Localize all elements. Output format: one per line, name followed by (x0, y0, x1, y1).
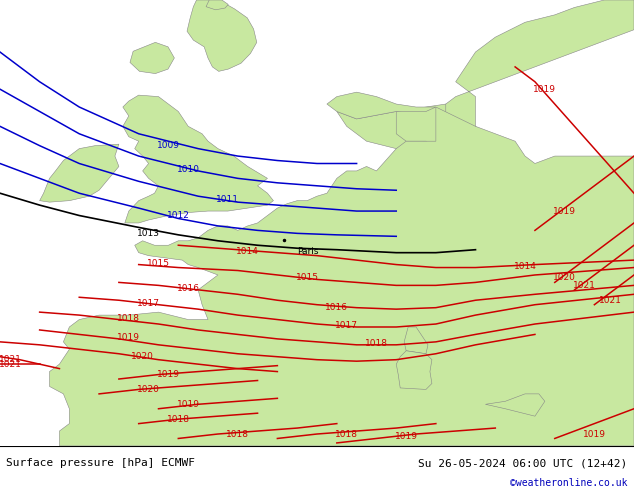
Text: 1019: 1019 (553, 207, 576, 216)
Polygon shape (187, 0, 257, 72)
Text: 1016: 1016 (177, 284, 200, 293)
Text: 1021: 1021 (598, 296, 622, 305)
Text: 1011: 1011 (216, 195, 240, 204)
Polygon shape (327, 92, 436, 119)
Text: 1019: 1019 (117, 333, 140, 342)
Polygon shape (436, 0, 634, 148)
Text: 1020: 1020 (553, 273, 576, 282)
Polygon shape (396, 351, 432, 390)
Text: 1010: 1010 (177, 165, 200, 174)
Text: 1015: 1015 (295, 273, 319, 282)
Text: ©weatheronline.co.uk: ©weatheronline.co.uk (510, 478, 628, 488)
Polygon shape (396, 104, 486, 148)
Text: 1009: 1009 (157, 141, 180, 150)
Text: 1019: 1019 (157, 370, 180, 379)
Polygon shape (404, 327, 428, 354)
Polygon shape (206, 0, 228, 10)
Text: 1014: 1014 (514, 262, 536, 270)
Text: 1021: 1021 (573, 281, 596, 290)
Text: 1018: 1018 (335, 430, 358, 439)
Text: Surface pressure [hPa] ECMWF: Surface pressure [hPa] ECMWF (6, 458, 195, 468)
Text: 1016: 1016 (325, 303, 348, 312)
Polygon shape (486, 394, 545, 416)
Polygon shape (123, 95, 273, 223)
Polygon shape (337, 107, 486, 148)
Text: 1020: 1020 (131, 352, 154, 361)
Text: 1019: 1019 (394, 433, 418, 441)
Text: 1018: 1018 (167, 415, 190, 424)
Text: 1020: 1020 (137, 385, 160, 394)
Text: 1018: 1018 (226, 430, 249, 439)
Text: 1021: 1021 (0, 360, 22, 368)
Text: 1013: 1013 (137, 229, 160, 238)
Text: Su 26-05-2024 06:00 UTC (12+42): Su 26-05-2024 06:00 UTC (12+42) (418, 458, 628, 468)
Polygon shape (130, 42, 174, 74)
Text: Paris: Paris (297, 247, 318, 256)
Text: 1018: 1018 (365, 339, 388, 348)
Text: 1012: 1012 (167, 211, 190, 220)
Text: 1019: 1019 (177, 400, 200, 409)
Text: 1019: 1019 (533, 85, 557, 94)
Polygon shape (39, 144, 119, 202)
Text: 1015: 1015 (147, 259, 170, 268)
Text: 1021: 1021 (0, 355, 22, 364)
Text: 1017: 1017 (137, 299, 160, 308)
Text: 1018: 1018 (117, 314, 140, 322)
Text: 1019: 1019 (583, 430, 606, 439)
Polygon shape (49, 107, 634, 446)
Text: 1014: 1014 (236, 246, 259, 256)
Text: 1017: 1017 (335, 321, 358, 330)
